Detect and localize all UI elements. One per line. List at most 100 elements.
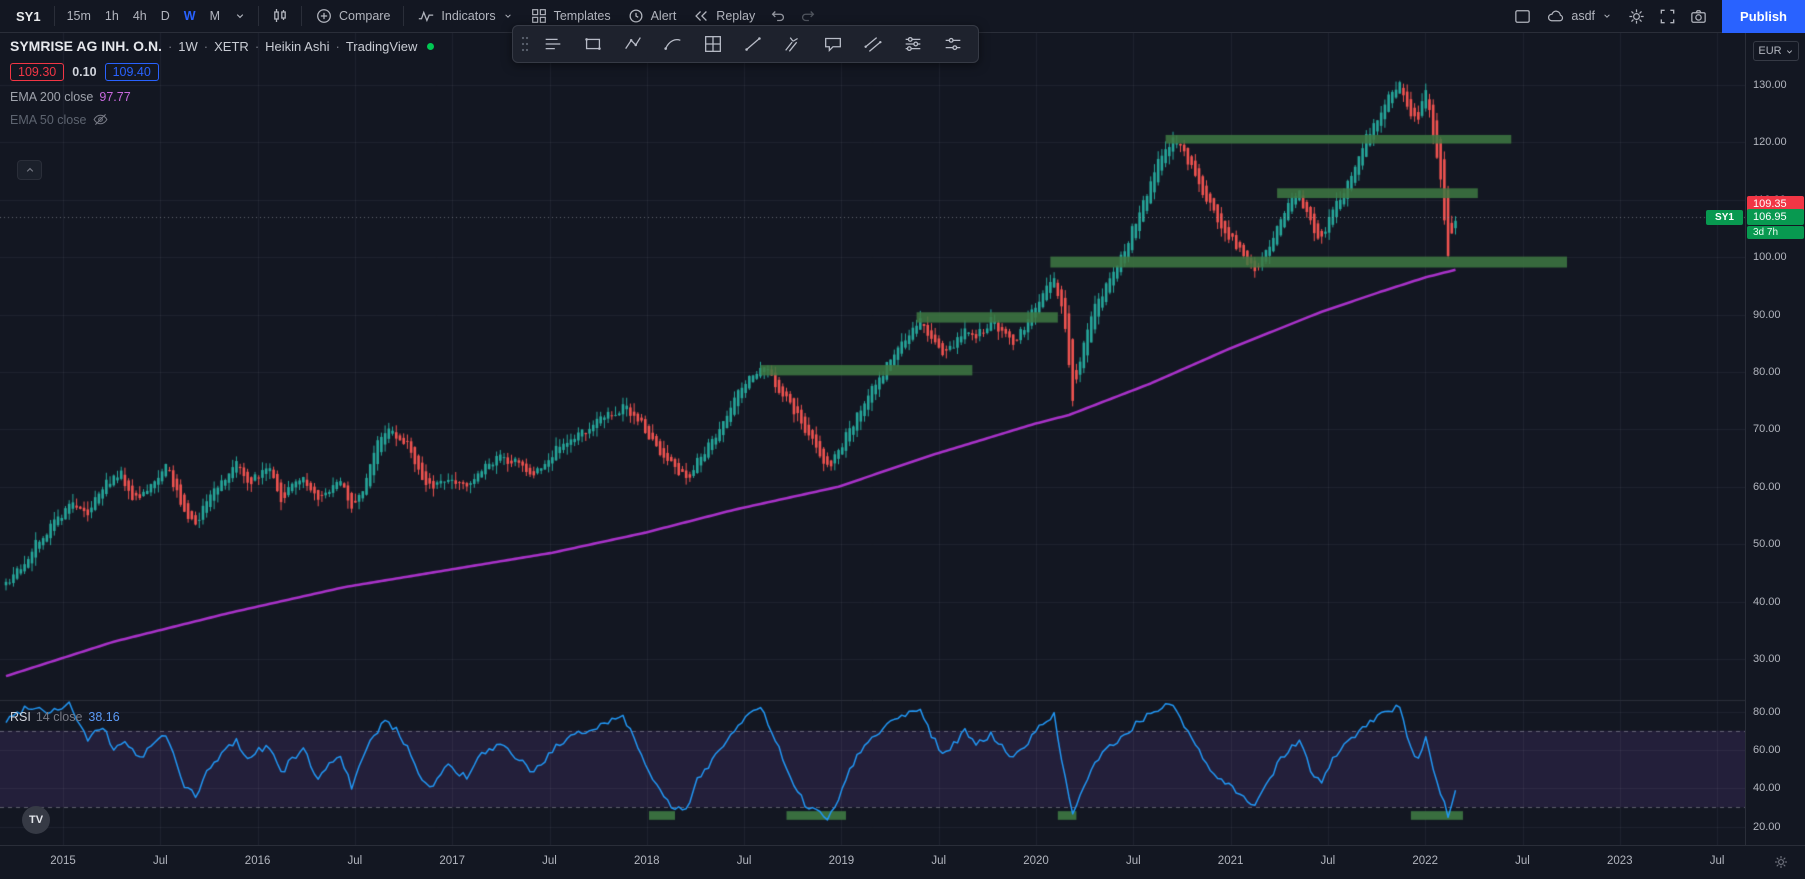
- pitchfork-icon: [782, 33, 804, 55]
- settings-button[interactable]: [1621, 3, 1652, 29]
- replay-icon: [692, 7, 710, 25]
- path-icon: [622, 33, 644, 55]
- grid-tool-button[interactable]: [693, 29, 733, 59]
- replay-label: Replay: [716, 9, 755, 23]
- ask-price: 109.40: [105, 63, 159, 81]
- time-tick-label: 2019: [829, 855, 855, 867]
- undo-icon: [769, 7, 787, 25]
- ema200-value: 97.77: [99, 90, 130, 104]
- screenshot-button[interactable]: [1683, 3, 1714, 29]
- plus-circle-icon: [315, 7, 333, 25]
- fullscreen-button[interactable]: [1652, 3, 1683, 29]
- redo-icon: [799, 7, 817, 25]
- legend-chart-type: Heikin Ashi: [265, 39, 329, 54]
- price-tick-label: 70.00: [1753, 423, 1781, 435]
- pitchfork-tool-button[interactable]: [773, 29, 813, 59]
- time-tick-label: 2020: [1023, 855, 1049, 867]
- drawing-toolbar: [512, 25, 979, 63]
- time-tick-label: Jul: [348, 855, 363, 867]
- ema200-label: EMA 200 close: [10, 90, 93, 104]
- time-tick-label: 2015: [50, 855, 76, 867]
- timeframe-dropdown-button[interactable]: [227, 3, 253, 29]
- rsi-value: 38.16: [88, 710, 119, 724]
- timeframe-w-button[interactable]: W: [177, 3, 203, 29]
- visibility-toggle[interactable]: [92, 111, 109, 128]
- tradingview-app: SY1 15m1h4hDWM Compare Indicators: [0, 0, 1805, 879]
- toolbar-separator: [403, 6, 404, 26]
- camera-icon: [1689, 7, 1708, 26]
- path-tool-button[interactable]: [613, 29, 653, 59]
- channel-tool-button[interactable]: [853, 29, 893, 59]
- legend-separator: ·: [335, 39, 339, 54]
- legend-interval: 1W: [178, 39, 198, 54]
- chart-canvas[interactable]: [0, 33, 1745, 845]
- candlestick-icon: [270, 6, 290, 26]
- price-tick-label: 50.00: [1753, 538, 1781, 550]
- sliders-icon: [902, 33, 924, 55]
- price-tick-label: 130.00: [1753, 79, 1787, 91]
- symbol-price-tag: SY1: [1706, 210, 1743, 225]
- timeframe-4h-button[interactable]: 4h: [126, 3, 154, 29]
- indicators-button[interactable]: Indicators: [409, 3, 521, 29]
- chart-legend: SYMRISE AG INH. O.N. · 1W · XETR · Heiki…: [10, 38, 434, 128]
- legend-collapse-button[interactable]: [17, 160, 42, 180]
- indicators-label: Indicators: [441, 9, 495, 23]
- bar-countdown-label: 3d 7h: [1747, 226, 1804, 239]
- callout-icon: [822, 33, 844, 55]
- chevron-down-icon: [1601, 10, 1613, 22]
- callout-tool-button[interactable]: [813, 29, 853, 59]
- layout-button[interactable]: [1507, 3, 1538, 29]
- cloud-icon: [1546, 7, 1565, 26]
- time-tick-label: 2017: [439, 855, 465, 867]
- eye-off-icon: [92, 111, 109, 128]
- rectangle-icon: [582, 33, 604, 55]
- timeframe-d-button[interactable]: D: [154, 3, 177, 29]
- grid-icon: [702, 33, 724, 55]
- price-scale[interactable]: EUR 109.35 106.95 3d 7h 130.00120.00110.…: [1745, 33, 1805, 845]
- compare-button[interactable]: Compare: [307, 3, 398, 29]
- publish-button[interactable]: Publish: [1722, 0, 1805, 33]
- price-tick-label: 40.00: [1753, 596, 1781, 608]
- timeframe-m-button[interactable]: M: [203, 3, 227, 29]
- time-axis[interactable]: 2015Jul2016Jul2017Jul2018Jul2019Jul2020J…: [0, 845, 1805, 879]
- indicators-icon: [417, 7, 435, 25]
- chevron-down-icon: [233, 9, 247, 23]
- symbol-title: SYMRISE AG INH. O.N.: [10, 38, 162, 54]
- currency-button[interactable]: EUR: [1753, 41, 1799, 61]
- price-tick-label: 120.00: [1753, 136, 1787, 148]
- axis-settings-gear-icon[interactable]: [1773, 854, 1789, 870]
- price-tick-label: 80.00: [1753, 366, 1781, 378]
- toolbar-separator: [258, 6, 259, 26]
- market-status-dot: [427, 43, 434, 50]
- timeframe-1h-button[interactable]: 1h: [98, 3, 126, 29]
- trendline-icon: [742, 33, 764, 55]
- brush-tool-button[interactable]: [653, 29, 693, 59]
- ema50-label: EMA 50 close: [10, 113, 86, 127]
- symbol-legend-row[interactable]: SYMRISE AG INH. O.N. · 1W · XETR · Heiki…: [10, 38, 434, 54]
- rsi-legend: RSI14 close38.16: [10, 710, 120, 724]
- adjust-tool-button[interactable]: [933, 29, 973, 59]
- time-tick-label: Jul: [153, 855, 168, 867]
- symbol-search-button[interactable]: SY1: [8, 3, 49, 29]
- lines-tool-button[interactable]: [533, 29, 573, 59]
- templates-label: Templates: [554, 9, 611, 23]
- trendline-tool-button[interactable]: [733, 29, 773, 59]
- toolbar-right-group: asdf Publish: [1507, 0, 1805, 32]
- brush-icon: [662, 33, 684, 55]
- rsi-name: RSI: [10, 710, 31, 724]
- time-tick-label: Jul: [1515, 855, 1530, 867]
- time-tick-label: Jul: [1126, 855, 1141, 867]
- currency-label: EUR: [1758, 45, 1781, 57]
- toolbar-drag-handle[interactable]: [518, 33, 532, 55]
- price-tick-label: 90.00: [1753, 309, 1781, 321]
- timeframe-15m-button[interactable]: 15m: [60, 3, 98, 29]
- tradingview-logo[interactable]: TV: [22, 806, 50, 834]
- timeframe-group: 15m1h4hDWM: [60, 3, 227, 29]
- cloud-layout-button[interactable]: asdf: [1538, 3, 1621, 29]
- chart-style-button[interactable]: [264, 3, 296, 29]
- drawing-tools-group: [533, 29, 973, 59]
- legend-brand: TradingView: [346, 39, 418, 54]
- rectangle-tool-button[interactable]: [573, 29, 613, 59]
- ema50-legend-row: EMA 50 close: [10, 111, 434, 128]
- sliders-tool-button[interactable]: [893, 29, 933, 59]
